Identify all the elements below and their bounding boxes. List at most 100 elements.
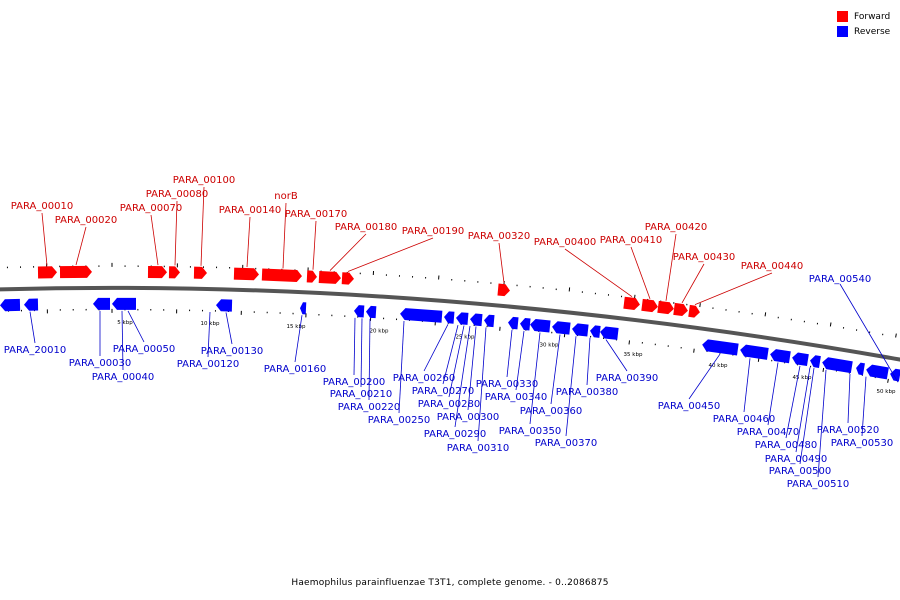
reverse-gene-label: PARA_00380 <box>556 387 618 398</box>
reverse-gene-label: PARA_00280 <box>418 399 480 410</box>
reverse-leader-line <box>477 327 487 442</box>
scale-label: 25 kbp <box>456 335 475 341</box>
forward-gene-label: PARA_00100 <box>173 175 235 186</box>
reverse-leader-line <box>294 315 303 363</box>
reverse-gene <box>354 305 365 318</box>
forward-leader-line <box>75 226 87 266</box>
reverse-gene <box>792 352 809 367</box>
reverse-gene <box>890 368 900 382</box>
reverse-leader-line <box>586 337 591 386</box>
reverse-leader-line <box>368 318 371 401</box>
reverse-leader-line <box>506 329 513 378</box>
genome-backbone <box>0 285 900 362</box>
reverse-gene-label: PARA_00360 <box>520 406 582 417</box>
reverse-leader-line <box>353 317 356 376</box>
reverse-gene <box>590 325 601 338</box>
scale-label: 20 kbp <box>370 328 389 334</box>
reverse-leader-line <box>442 324 459 385</box>
reverse-gene-label: PARA_00270 <box>412 386 474 397</box>
forward-gene <box>193 266 207 279</box>
forward-gene <box>318 270 341 284</box>
reverse-gene <box>508 316 519 330</box>
tick-outer <box>829 322 832 327</box>
forward-gene <box>37 266 57 279</box>
reverse-gene <box>300 302 307 315</box>
reverse-gene <box>702 339 739 356</box>
reverse-leader-line <box>605 339 628 372</box>
reverse-leader-line <box>847 373 851 424</box>
forward-gene <box>341 272 354 285</box>
forward-gene <box>168 266 180 279</box>
legend-item-reverse: Reverse <box>837 24 890 39</box>
reverse-gene <box>366 305 377 319</box>
forward-gene-label: PARA_00400 <box>534 237 596 248</box>
reverse-leader-line <box>550 334 561 405</box>
forward-leader-line <box>694 272 773 306</box>
reverse-gene <box>484 314 495 328</box>
forward-gene-label: PARA_00420 <box>645 222 707 233</box>
forward-gene <box>233 267 259 281</box>
forward-leader-line <box>564 248 633 297</box>
reverse-gene-label: PARA_00520 <box>817 425 879 436</box>
reverse-gene-label: PARA_00220 <box>338 402 400 413</box>
reverse-leader-line <box>225 312 233 345</box>
reverse-gene-label: PARA_00510 <box>787 479 849 490</box>
forward-leader-line <box>681 263 705 304</box>
reverse-gene <box>572 323 589 337</box>
reverse-leader-line <box>448 325 465 398</box>
scale-label: 40 kbp <box>709 363 728 369</box>
reverse-gene-label: PARA_00330 <box>476 379 538 390</box>
forward-leader-line <box>150 214 159 266</box>
reverse-leader-line <box>207 312 211 358</box>
reverse-gene-label: PARA_00050 <box>113 344 175 355</box>
forward-gene <box>673 302 688 316</box>
forward-gene <box>147 266 167 279</box>
reverse-gene <box>444 311 455 324</box>
scale-label: 45 kbp <box>793 375 812 381</box>
reverse-gene <box>866 364 889 380</box>
forward-gene <box>497 283 510 297</box>
reverse-gene <box>552 321 571 335</box>
scale-label: 50 kbp <box>877 389 896 395</box>
reverse-gene-label: PARA_00470 <box>737 427 799 438</box>
reverse-gene <box>400 308 443 323</box>
forward-leader-line <box>498 242 505 284</box>
reverse-leader-line <box>515 330 525 391</box>
forward-gene-label: PARA_00430 <box>673 252 735 263</box>
forward-gene-label: PARA_00320 <box>468 231 530 242</box>
reverse-leader-line <box>688 353 721 400</box>
forward-leader-line <box>246 216 251 268</box>
reverse-gene-label: PARA_00120 <box>177 359 239 370</box>
legend-swatch-reverse <box>837 26 848 37</box>
tick-inner <box>822 367 825 372</box>
reverse-gene-label: PARA_00450 <box>658 401 720 412</box>
reverse-gene-label: PARA_00350 <box>499 426 561 437</box>
reverse-gene-label: PARA_00160 <box>264 364 326 375</box>
reverse-gene-label: PARA_00300 <box>437 412 499 423</box>
reverse-leader-line <box>423 324 449 372</box>
forward-leader-line <box>174 200 178 266</box>
reverse-leader-line <box>121 310 124 371</box>
reverse-gene-label: PARA_00530 <box>831 438 893 449</box>
reverse-gene <box>822 357 853 374</box>
legend-label-forward: Forward <box>854 11 891 22</box>
forward-gene-label: PARA_00180 <box>335 222 397 233</box>
forward-leader-line <box>329 233 367 271</box>
reverse-gene-label: PARA_00260 <box>393 373 455 384</box>
forward-gene-label: PARA_00140 <box>219 205 281 216</box>
reverse-gene <box>216 299 233 312</box>
reverse-gene-label: PARA_00460 <box>713 414 775 425</box>
tick-outer <box>699 303 701 308</box>
reverse-gene-label: PARA_20010 <box>4 345 66 356</box>
forward-gene-label: PARA_00190 <box>402 226 464 237</box>
reverse-gene-label: PARA_00030 <box>69 358 131 369</box>
reverse-leader-line <box>743 358 751 413</box>
forward-gene <box>623 296 640 310</box>
scale-label: 10 kbp <box>201 321 220 327</box>
reverse-gene-label: PARA_00540 <box>809 274 871 285</box>
reverse-leader-line <box>861 376 867 437</box>
forward-gene <box>306 270 317 283</box>
forward-leader-line <box>200 186 205 266</box>
reverse-gene <box>456 312 469 325</box>
